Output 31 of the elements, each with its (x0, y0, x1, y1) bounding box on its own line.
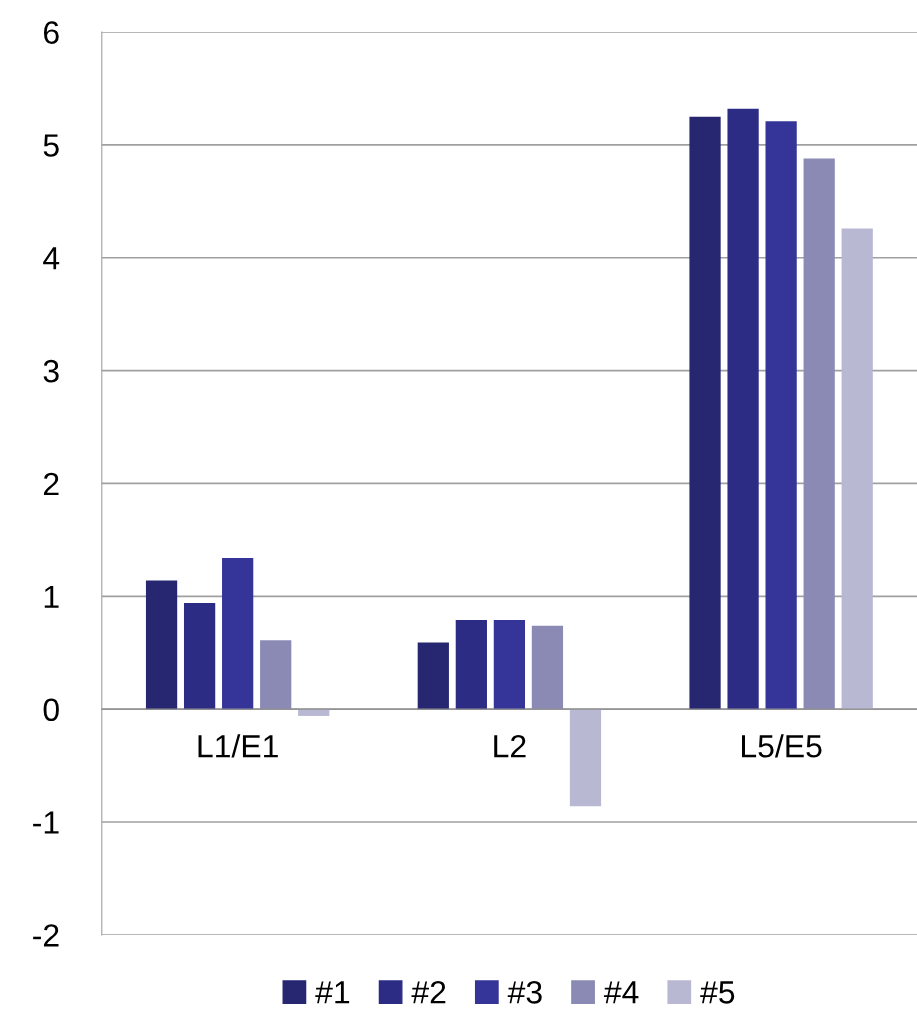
legend-label: #5 (700, 981, 735, 1004)
x-tick-label: L1/E1 (198, 734, 278, 758)
x-tick-label: L2 (494, 735, 526, 758)
x-tick-label: L5/E5 (742, 734, 822, 758)
bar (455, 620, 487, 710)
legend-label: #4 (603, 981, 639, 1004)
y-tick-label: 0 (43, 698, 59, 722)
bar (841, 228, 873, 710)
bar (183, 603, 216, 710)
y-tick-label: 4 (43, 247, 60, 270)
bar (765, 121, 797, 710)
bar (727, 108, 759, 710)
y-tick-label: -2 (33, 924, 59, 947)
legend-label: #3 (507, 981, 542, 1004)
y-tick-label: 2 (43, 472, 59, 496)
bar (493, 620, 526, 710)
bar (803, 158, 835, 710)
y-tick-label: 3 (43, 359, 59, 383)
bar (260, 640, 292, 710)
bar (145, 580, 178, 710)
y-tick-label: 6 (43, 21, 59, 44)
y-tick-label: 5 (43, 134, 59, 157)
legend-label: #1 (315, 981, 350, 1004)
y-tick-label: -1 (33, 811, 59, 834)
legend-label: #2 (411, 981, 446, 1004)
y-tick-label: 1 (44, 585, 59, 608)
bar (689, 116, 721, 710)
bar (569, 709, 602, 807)
bar (222, 557, 254, 710)
bar (531, 625, 564, 710)
bar (417, 642, 449, 710)
